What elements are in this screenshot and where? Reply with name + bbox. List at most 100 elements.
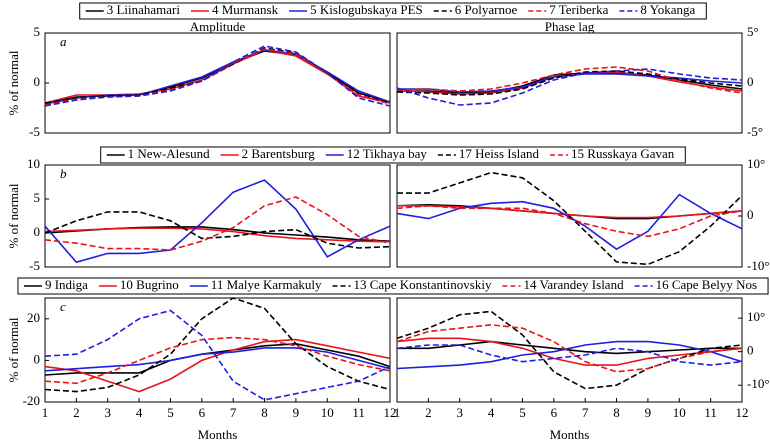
legend-box: [100, 146, 686, 164]
x-tick-label: 3: [456, 405, 463, 420]
legend-box: [17, 277, 769, 295]
panel-label: a: [60, 34, 67, 49]
legend-label: 14 Varandey Island: [523, 277, 624, 292]
x-tick-label: 3: [104, 405, 111, 420]
y-tick-label: -5°: [747, 124, 763, 139]
panel-frame: [44, 32, 391, 134]
y-tick-label: 0: [34, 351, 41, 366]
x-tick-label: 5: [519, 405, 526, 420]
y-axis-label: % of normal: [6, 183, 21, 248]
y-tick-label: 0: [747, 343, 754, 358]
y-tick-label: -20: [23, 393, 40, 408]
legend-label: 11 Malye Karmakuly: [211, 277, 322, 292]
x-tick-label: 2: [73, 405, 80, 420]
series-line: [44, 196, 391, 251]
y-tick-label: -10°: [747, 376, 770, 391]
series-line: [396, 68, 743, 106]
series-line: [396, 193, 743, 251]
legend-label: 5 Kislogubskaya PES: [310, 2, 423, 17]
series-line: [396, 340, 743, 370]
legend-label: 10 Bugrino: [120, 277, 179, 292]
series-line: [396, 323, 743, 373]
y-tick-label: 10°: [747, 156, 765, 171]
legend-label: 6 Polyarnoe: [455, 2, 518, 17]
y-tick-label: -5: [29, 258, 40, 273]
legend-label: 8 Yokanga: [640, 2, 695, 17]
x-tick-label: 9: [645, 405, 652, 420]
y-tick-label: 0: [34, 224, 41, 239]
series-line: [44, 338, 391, 393]
y-tick-label: 5°: [747, 24, 759, 39]
x-tick-label: 11: [704, 405, 717, 420]
y-tick-label: 0: [747, 74, 754, 89]
x-tick-label: 8: [613, 405, 620, 420]
x-tick-label: 2: [425, 405, 432, 420]
x-tick-label: 4: [488, 405, 495, 420]
series-line: [44, 45, 391, 107]
x-tick-label: 10: [321, 405, 334, 420]
panel-label: b: [60, 166, 67, 181]
y-tick-label: 10°: [747, 309, 765, 324]
y-tick-label: 10: [27, 156, 40, 171]
series-line: [44, 47, 391, 104]
legend-label: 12 Tikhaya bay: [347, 146, 428, 161]
x-tick-label: 12: [736, 405, 749, 420]
y-tick-label: 0: [34, 74, 41, 89]
y-tick-label: -5: [29, 124, 40, 139]
y-axis-label: % of normal: [6, 50, 21, 115]
series-line: [44, 49, 391, 105]
y-axis-label: % of normal: [6, 317, 21, 382]
x-tick-label: 5: [167, 405, 174, 420]
panel-frame: [396, 297, 743, 403]
series-line: [396, 70, 743, 96]
series-line: [44, 309, 391, 401]
panel-title: Amplitude: [190, 19, 246, 34]
series-line: [44, 211, 391, 249]
panel-label: c: [60, 299, 66, 314]
legend-label: 9 Indiga: [45, 277, 88, 292]
x-tick-label: 11: [352, 405, 365, 420]
series-line: [44, 227, 391, 243]
x-tick-label: 1: [42, 405, 49, 420]
x-tick-label: 9: [293, 405, 300, 420]
series-line: [397, 205, 743, 219]
series-line: [396, 204, 743, 238]
x-tick-label: 12: [384, 405, 397, 420]
series-line: [397, 72, 743, 94]
legend-label: 16 Cape Belyy Nos: [656, 277, 757, 292]
legend-label: 2 Barentsburg: [242, 146, 316, 161]
x-tick-label: 8: [261, 405, 268, 420]
x-tick-label: 6: [551, 405, 558, 420]
x-axis-label: Months: [550, 427, 590, 442]
x-tick-label: 10: [673, 405, 686, 420]
legend-label: 17 Heiss Island: [459, 146, 540, 161]
series-line: [397, 171, 743, 266]
y-tick-label: 5: [34, 190, 41, 205]
legend-label: 15 Russkaya Gavan: [571, 146, 675, 161]
legend-label: 3 Liinahamari: [107, 2, 181, 17]
panel-title: Phase lag: [545, 19, 595, 34]
x-tick-label: 7: [582, 405, 589, 420]
series-line: [396, 66, 743, 94]
legend-label: 13 Cape Konstantinovskiy: [354, 277, 492, 292]
series-line: [44, 342, 391, 376]
legend-label: 1 New-Alesund: [128, 146, 210, 161]
y-tick-label: 5: [34, 24, 41, 39]
y-tick-label: -10°: [747, 258, 770, 273]
series-line: [44, 49, 391, 104]
y-tick-label: 20: [27, 310, 40, 325]
panel-frame: [44, 297, 391, 403]
legend-box: [79, 2, 707, 20]
panel-frame: [44, 164, 391, 268]
x-tick-label: 1: [394, 405, 401, 420]
series-line: [44, 179, 391, 264]
y-tick-label: 0: [747, 207, 754, 222]
x-axis-label: Months: [198, 427, 238, 442]
series-line: [44, 297, 391, 393]
x-tick-label: 6: [199, 405, 206, 420]
series-line: [396, 344, 743, 366]
x-tick-label: 4: [136, 405, 143, 420]
x-tick-label: 7: [230, 405, 237, 420]
series-line: [44, 347, 391, 372]
